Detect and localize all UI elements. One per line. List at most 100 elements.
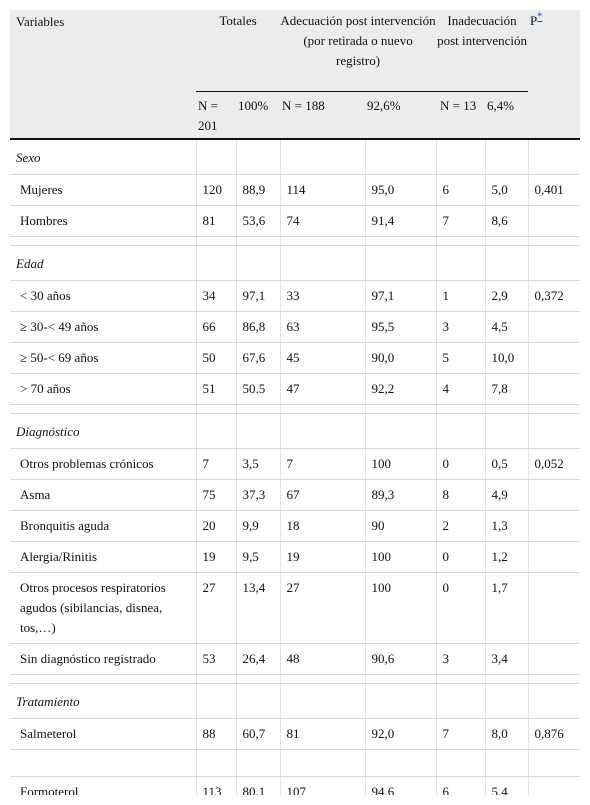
cell-value: 81 [195,205,236,237]
cell-value: 0,052 [527,448,580,480]
cell-value: 1,2 [484,541,529,573]
row-label: Bronquitis aguda [10,510,196,542]
cell-value [527,311,580,343]
results-table: Variables Totales Adecuación post interv… [10,10,580,795]
section-row-edad: Edad [10,245,580,281]
cell-value: 27 [279,572,366,644]
cell-value: 33 [279,280,366,312]
cell-value: 92,2 [364,373,437,405]
cell-value: 34 [195,280,236,312]
table-row: < 30 años 34 97,1 33 97,1 1 2,9 0,372 [10,280,580,312]
row-label: Mujeres [10,174,196,206]
table-row: ≥ 30-< 49 años 66 86,8 63 95,5 3 4,5 [10,311,580,343]
table-row: ≥ 50-< 69 años 50 67,6 45 90,0 5 10,0 [10,342,580,374]
cell-value: 90 [364,510,437,542]
table-row: Otros procesos respiratorios agudos (sib… [10,572,580,644]
cell-value: 88,9 [235,174,281,206]
section-row-diagnostico: Diagnóstico [10,413,580,449]
cell-value: 6 [435,174,486,206]
cell-value [527,643,580,675]
cell-value: 0,5 [484,448,529,480]
spacer-row [10,236,580,246]
spacer-row [10,749,580,777]
cell-value: 1,7 [484,572,529,644]
cell-value: 97,1 [235,280,281,312]
row-label: Formoterol [10,776,196,795]
header-pct-adecuacion: 92,6% [365,91,437,140]
cell-value: 100 [364,448,437,480]
header-pct-total: 100% [236,91,281,140]
section-title: Sexo [10,139,196,175]
cell-value: 4,9 [484,479,529,511]
cell-value: 63 [279,311,366,343]
cell-value [527,479,580,511]
cell-value: 18 [279,510,366,542]
cell-value: 50 [195,342,236,374]
header-row: Variables Totales Adecuación post interv… [10,10,580,92]
cell-value: 47 [279,373,366,405]
cell-value: 8,6 [484,205,529,237]
header-p: P* [528,10,580,92]
table-row: Bronquitis aguda 20 9,9 18 90 2 1,3 [10,510,580,542]
row-label: ≥ 30-< 49 años [10,311,196,343]
cell-value: 7 [435,718,486,750]
cell-value [527,541,580,573]
cell-value: 7 [279,448,366,480]
cell-value: 19 [279,541,366,573]
cell-value: 4 [435,373,486,405]
p-footnote-link[interactable]: * [537,11,543,23]
cell-value [527,572,580,644]
row-label: Otros problemas crónicos [10,448,196,480]
cell-value: 20 [195,510,236,542]
table-row: Otros problemas crónicos 7 3,5 7 100 0 0,5 0,05… [10,448,580,480]
cell-value: 3,4 [484,643,529,675]
cell-value: 2 [435,510,486,542]
cell-value: 51 [195,373,236,405]
header-pct-inadecuacion: 6,4% [485,91,529,140]
cell-value: 5,4 [484,776,529,795]
cell-value: 66 [195,311,236,343]
cell-value: 7 [195,448,236,480]
cell-value [527,510,580,542]
cell-value: 27 [195,572,236,644]
row-label: > 70 años [10,373,196,405]
spacer-row [10,674,580,684]
cell-value: 74 [279,205,366,237]
row-label: Hombres [10,205,196,237]
cell-value: 3 [435,643,486,675]
row-label: Sin diagnóstico registrado [10,643,196,675]
header-totales: Totales [196,10,281,92]
cell-value: 0,876 [527,718,580,750]
cell-value: 1,3 [484,510,529,542]
cell-value: 8 [435,479,486,511]
cell-value: 5,0 [484,174,529,206]
table-row: Salmeterol 88 60,7 81 92,0 7 8,0 0,876 [10,718,580,750]
cell-value: 45 [279,342,366,374]
cell-value: 90,0 [364,342,437,374]
row-label: ≥ 50-< 69 años [10,342,196,374]
cell-value: 107 [279,776,366,795]
row-label: Asma [10,479,196,511]
table-row: Formoterol 113 80,1 107 94,6 6 5,4 [10,776,580,795]
cell-value [527,776,580,795]
cell-value: 2,9 [484,280,529,312]
cell-value: 53 [195,643,236,675]
cell-value: 8,0 [484,718,529,750]
cell-value: 53,6 [235,205,281,237]
row-label: < 30 años [10,280,196,312]
section-title: Diagnóstico [10,413,196,449]
cell-value: 5 [435,342,486,374]
cell-value: 97,1 [364,280,437,312]
cell-value: 0,401 [527,174,580,206]
cell-value: 9,9 [235,510,281,542]
cell-value: 0 [435,572,486,644]
header-inadecuacion: Inadecuación post intervención [436,10,529,92]
cell-value: 86,8 [235,311,281,343]
cell-value: 75 [195,479,236,511]
cell-value: 91,4 [364,205,437,237]
cell-value: 50.5 [235,373,281,405]
table-row: Hombres 81 53,6 74 91,4 7 8,6 [10,205,580,237]
header-subrow: N = 201 100% N = 188 92,6% N = 13 6,4% [10,91,580,140]
cell-value: 100 [364,541,437,573]
cell-value: 114 [279,174,366,206]
